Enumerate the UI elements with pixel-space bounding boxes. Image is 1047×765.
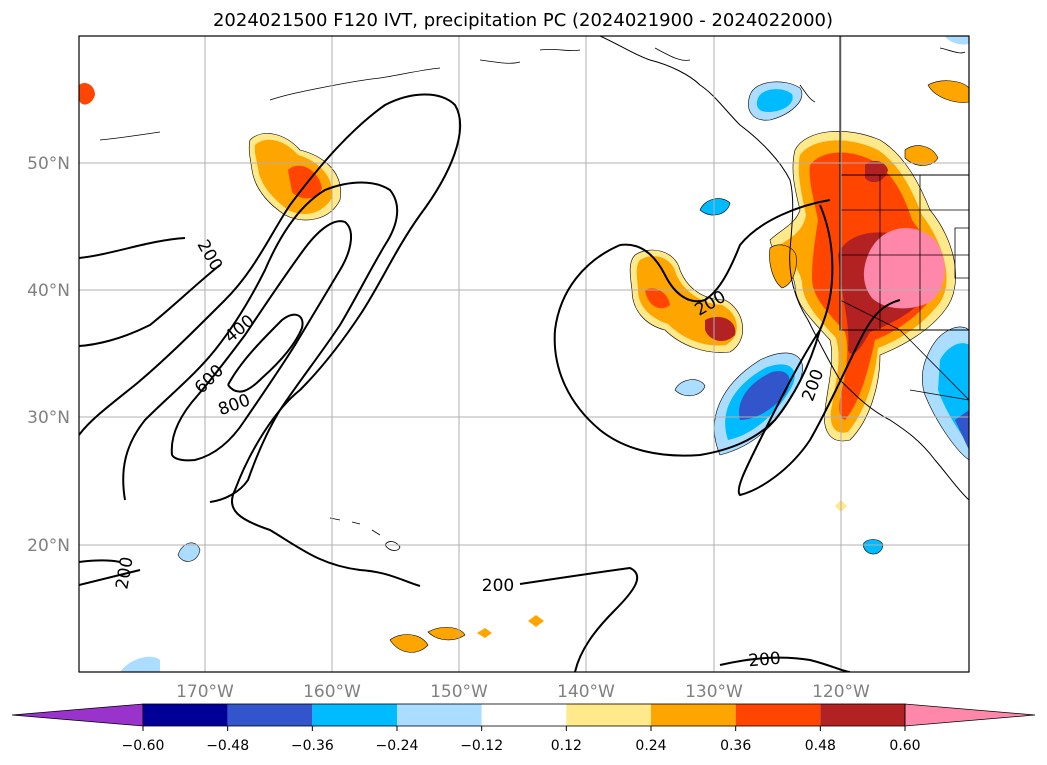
colorbar-tick-label: −0.48 bbox=[206, 738, 249, 754]
colorbar-extend-low bbox=[11, 703, 144, 727]
precipitation-shading bbox=[79, 36, 969, 672]
colorbar-tick-label: 0.48 bbox=[805, 738, 836, 754]
colorbar-swatch bbox=[651, 704, 736, 726]
precip-positive-region bbox=[427, 627, 466, 641]
lon-tick-label: 160°W bbox=[303, 682, 361, 702]
state-borders bbox=[909, 227, 969, 401]
colorbar-swatch bbox=[566, 704, 651, 726]
colorbar-frame bbox=[142, 703, 906, 727]
colorbar-tick-label: −0.24 bbox=[376, 738, 419, 754]
aleutian-islands bbox=[269, 67, 441, 101]
lon-tick-label: 140°W bbox=[557, 682, 615, 702]
colorbar-tick-label: 0.36 bbox=[720, 738, 751, 754]
lon-tick-label: 150°W bbox=[430, 682, 488, 702]
lat-tick-label: 40°N bbox=[27, 281, 70, 301]
precip-negative-region bbox=[955, 410, 969, 450]
precip-positive-region bbox=[528, 615, 544, 627]
precip-positive-region bbox=[865, 160, 888, 183]
ivt-contour-200 bbox=[79, 237, 221, 347]
colorbar-swatch bbox=[143, 704, 228, 726]
precip-positive-region bbox=[79, 83, 95, 105]
alaska-coastline bbox=[479, 47, 966, 103]
colorbar: −0.60 −0.48 −0.36 −0.24 −0.12 0.12 0.24 0.36 0.4… bbox=[11, 703, 1036, 754]
aleutian-islands bbox=[99, 131, 161, 141]
precip-negative-region bbox=[945, 36, 969, 45]
colorbar-swatch bbox=[735, 704, 821, 726]
colorbar-swatch bbox=[312, 704, 397, 726]
colorbar-tick-label: 0.24 bbox=[635, 738, 666, 754]
precip-positive-region bbox=[645, 288, 670, 309]
colorbar-swatch bbox=[481, 704, 567, 726]
colorbar-extend-high bbox=[904, 703, 1036, 727]
ivt-contour-800 bbox=[227, 313, 304, 393]
map-frame bbox=[78, 35, 970, 673]
coastlines bbox=[99, 36, 969, 551]
precip-positive-region bbox=[389, 634, 429, 653]
precip-positive-region bbox=[477, 628, 492, 638]
colorbar-swatch bbox=[227, 704, 313, 726]
colorbar-tick-label: −0.36 bbox=[291, 738, 334, 754]
colorbar-swatch bbox=[397, 704, 482, 726]
lon-tick-label: 130°W bbox=[685, 682, 743, 702]
ivt-contour-200 bbox=[79, 559, 141, 586]
figure-title: 2024021500 F120 IVT, precipitation PC (2… bbox=[213, 10, 833, 31]
map-gridlines bbox=[79, 36, 969, 672]
lon-tick-label: 120°W bbox=[812, 682, 870, 702]
colorbar-tick-label: −0.12 bbox=[460, 738, 503, 754]
precip-negative-region bbox=[674, 379, 706, 397]
lat-tick-label: 30°N bbox=[27, 408, 70, 428]
precip-positive-region bbox=[863, 228, 945, 309]
lon-tick-labels: 170°W 160°W 150°W 140°W 130°W 120°W bbox=[176, 682, 870, 702]
colorbar-tick-label: −0.60 bbox=[122, 738, 165, 754]
precip-negative-region bbox=[739, 371, 790, 420]
colorbar-swatch bbox=[820, 704, 905, 726]
precip-positive-region bbox=[927, 80, 969, 103]
north-america-coastline bbox=[599, 36, 969, 501]
lat-tick-label: 50°N bbox=[27, 154, 70, 174]
precip-negative-region bbox=[120, 656, 160, 672]
ivt-contour-400 bbox=[122, 181, 399, 503]
state-borders bbox=[839, 175, 969, 401]
ivt-contour-200 bbox=[519, 566, 639, 672]
lat-tick-label: 20°N bbox=[27, 536, 70, 556]
colorbar-tick-label: 0.12 bbox=[551, 738, 582, 754]
precip-negative-region bbox=[756, 89, 793, 112]
ivt-contour-200 bbox=[719, 656, 851, 672]
colorbar-tick-label: 0.60 bbox=[889, 738, 920, 754]
lon-tick-label: 170°W bbox=[176, 682, 234, 702]
ivt-contour-200 bbox=[79, 93, 462, 587]
contour-label-200: 200 bbox=[482, 576, 514, 596]
precip-positive-region bbox=[705, 316, 736, 342]
precip-negative-region bbox=[177, 542, 201, 562]
contour-label-200: 200 bbox=[748, 649, 782, 672]
hawaiian-islands bbox=[329, 517, 401, 551]
ivt-contour-200 bbox=[553, 199, 901, 497]
state-borders bbox=[839, 175, 969, 331]
precip-negative-region bbox=[699, 198, 731, 216]
lat-tick-labels: 20°N 30°N 40°N 50°N bbox=[27, 154, 70, 556]
map-panel: 200 400 600 800 200 200 200 200 200 bbox=[79, 36, 969, 672]
ivt-contours bbox=[79, 93, 901, 672]
ivt-contour-600 bbox=[170, 220, 352, 462]
precip-positive-region bbox=[904, 145, 939, 166]
